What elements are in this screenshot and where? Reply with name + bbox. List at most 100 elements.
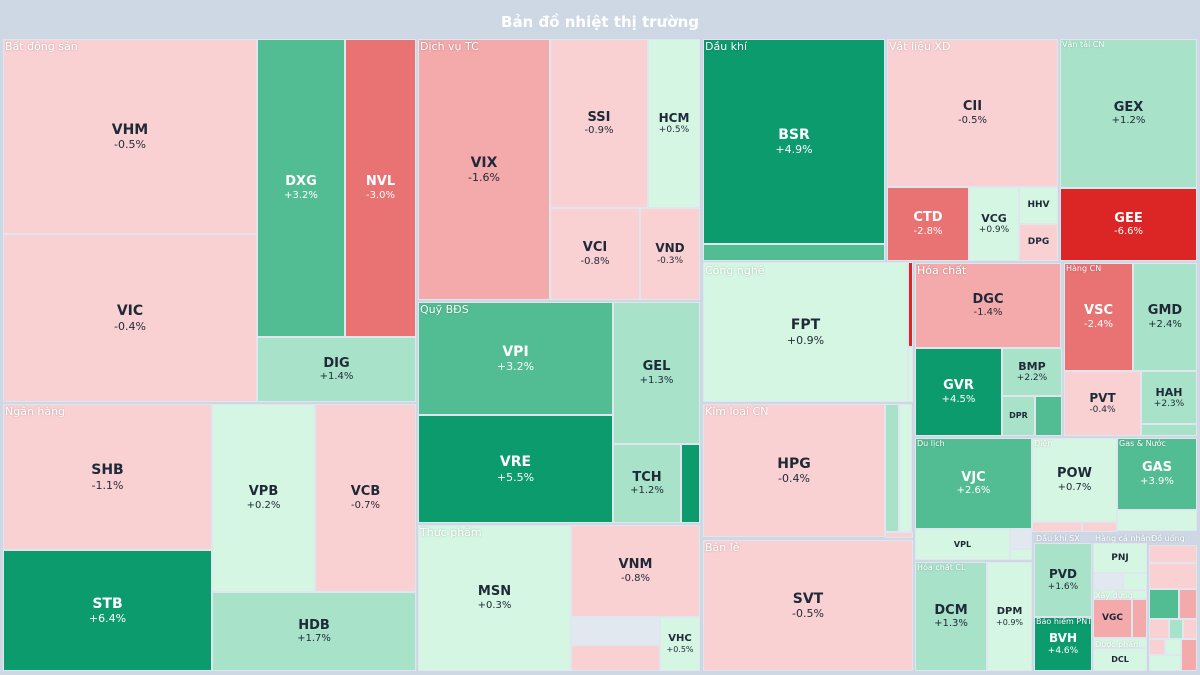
heatmap-cell-minor[interactable]: [1169, 619, 1183, 639]
heatmap-cell-minor[interactable]: [885, 532, 913, 538]
heatmap-cell-stb[interactable]: STB +6.4%: [3, 550, 212, 671]
heatmap-cell-dcm[interactable]: DCM +1.3%: [915, 562, 987, 671]
heatmap-cell-vpl[interactable]: VPL: [915, 529, 1010, 560]
cell-change: +2.4%: [1148, 318, 1182, 330]
cell-symbol: PVT: [1089, 390, 1116, 405]
heatmap-cell-hcm[interactable]: HCM +0.5%: [648, 39, 700, 208]
heatmap-cell-dpm[interactable]: DPM +0.9%: [987, 562, 1032, 671]
heatmap-cell-ssi[interactable]: SSI -0.9%: [550, 39, 648, 208]
heatmap-cell-minor[interactable]: [1123, 573, 1147, 590]
heatmap-cell-bmp[interactable]: BMP +2.2%: [1002, 348, 1062, 396]
cell-change: -0.8%: [580, 255, 610, 267]
heatmap-cell-minor[interactable]: [1149, 545, 1197, 563]
heatmap-cell-vhc[interactable]: VHC +0.5%: [660, 617, 700, 671]
heatmap-cell-vpi[interactable]: VPI +3.2%: [418, 302, 613, 415]
heatmap-cell-gel[interactable]: GEL +1.3%: [613, 302, 700, 444]
heatmap-cell-vpb[interactable]: VPB +0.2%: [212, 404, 315, 592]
heatmap-cell-dpr[interactable]: DPR: [1002, 396, 1035, 436]
heatmap-cell-msn[interactable]: MSN +0.3%: [418, 525, 571, 671]
cell-change: -6.6%: [1113, 226, 1143, 238]
heatmap-cell-minor[interactable]: [1093, 590, 1118, 599]
heatmap-cell-minor[interactable]: [1183, 619, 1197, 639]
heatmap-cell-vjc[interactable]: VJC +2.6%: [915, 438, 1032, 529]
heatmap-cell-bvh[interactable]: BVH +4.6%: [1034, 617, 1092, 671]
heatmap-cell-pnj[interactable]: PNJ: [1093, 543, 1147, 573]
heatmap-cell-svt[interactable]: SVT -0.5%: [703, 540, 913, 671]
heatmap-cell-gex[interactable]: GEX +1.2%: [1060, 39, 1197, 188]
heatmap-cell-minor[interactable]: [1093, 573, 1123, 590]
heatmap-cell-minor[interactable]: [899, 404, 912, 532]
heatmap-cell-minor[interactable]: [1149, 589, 1179, 619]
cell-change: +2.6%: [956, 485, 991, 497]
heatmap-cell-bsr[interactable]: BSR +4.9%: [703, 39, 885, 244]
heatmap-cell-minor[interactable]: [1181, 639, 1197, 671]
heatmap-cell-minor[interactable]: [1179, 589, 1197, 619]
cell-symbol: DPG: [1027, 237, 1050, 248]
heatmap-cell-dxg[interactable]: DXG +3.2%: [257, 39, 345, 337]
heatmap-cell-dgc[interactable]: DGC -1.4%: [915, 263, 1061, 348]
heatmap-cell-minor[interactable]: [1132, 599, 1147, 638]
heatmap-cell-minor[interactable]: [1082, 522, 1117, 532]
heatmap-cell-minor[interactable]: [571, 617, 660, 645]
heatmap-cell-vgc[interactable]: VGC: [1093, 599, 1132, 638]
page-title: Bản đồ nhiệt thị trường: [0, 0, 1200, 38]
heatmap-cell-gas[interactable]: GAS +3.9%: [1117, 438, 1197, 510]
heatmap-cell-hah[interactable]: HAH +2.3%: [1141, 371, 1197, 424]
heatmap-cell-minor[interactable]: [1093, 638, 1147, 648]
heatmap-cell-minor[interactable]: [1118, 590, 1147, 599]
heatmap-cell-minor[interactable]: [1010, 549, 1032, 560]
heatmap-cell-dcl[interactable]: DCL: [1093, 648, 1147, 671]
heatmap-cell-minor[interactable]: [1149, 639, 1165, 655]
heatmap-cell-cii[interactable]: CII -0.5%: [887, 39, 1058, 187]
heatmap-cell-pvt[interactable]: PVT -0.4%: [1064, 371, 1141, 436]
cell-symbol: GEX: [1113, 99, 1144, 115]
heatmap-cell-minor[interactable]: [1032, 522, 1082, 532]
heatmap-cell-dpg[interactable]: DPG: [1019, 224, 1058, 261]
heatmap-cell-vix[interactable]: VIX -1.6%: [418, 39, 550, 300]
heatmap-cell-vic[interactable]: VIC -0.4%: [3, 234, 257, 402]
heatmap-cell-minor[interactable]: [885, 404, 899, 532]
cell-symbol: VCG: [981, 212, 1007, 225]
heatmap-cell-minor[interactable]: [681, 444, 700, 523]
heatmap-cell-nvl[interactable]: NVL -3.0%: [345, 39, 416, 337]
cell-change: +0.5%: [658, 125, 690, 136]
heatmap-cell-minor[interactable]: [1149, 563, 1197, 589]
heatmap-cell-minor[interactable]: [1117, 510, 1197, 531]
heatmap-cell-minor[interactable]: [908, 262, 913, 347]
heatmap-cell-gmd[interactable]: GMD +2.4%: [1133, 263, 1197, 371]
heatmap-cell-vcb[interactable]: VCB -0.7%: [315, 404, 416, 592]
heatmap-cell-dig[interactable]: DIG +1.4%: [257, 337, 416, 402]
cell-symbol: VJC: [961, 469, 986, 485]
heatmap-cell-minor[interactable]: [1035, 396, 1062, 436]
heatmap-cell-ctd[interactable]: CTD -2.8%: [887, 187, 969, 261]
heatmap-cell-vcg[interactable]: VCG +0.9%: [969, 187, 1019, 261]
heatmap-cell-minor[interactable]: [571, 645, 660, 671]
cell-change: +0.7%: [1057, 481, 1092, 493]
heatmap-cell-minor[interactable]: [703, 244, 885, 261]
heatmap-cell-vhm[interactable]: VHM -0.5%: [3, 39, 257, 234]
heatmap-cell-gvr[interactable]: GVR +4.5%: [915, 348, 1002, 436]
heatmap-cell-pvd[interactable]: PVD +1.6%: [1034, 543, 1092, 617]
heatmap-cell-minor[interactable]: [1141, 424, 1197, 436]
heatmap-cell-minor[interactable]: [1165, 639, 1181, 655]
heatmap-cell-minor[interactable]: [1149, 619, 1169, 639]
heatmap-cell-vci[interactable]: VCI -0.8%: [550, 208, 640, 300]
heatmap-cell-vnd[interactable]: VND -0.3%: [640, 208, 700, 300]
heatmap-cell-vre[interactable]: VRE +5.5%: [418, 415, 613, 523]
cell-symbol: GEL: [642, 359, 671, 375]
heatmap-cell-minor[interactable]: [1010, 529, 1032, 549]
cell-symbol: GAS: [1141, 460, 1173, 476]
heatmap-cell-hhv[interactable]: HHV: [1019, 187, 1058, 224]
heatmap-cell-vnm[interactable]: VNM -0.8%: [571, 525, 700, 617]
heatmap-cell-hpg[interactable]: HPG -0.4%: [703, 404, 885, 537]
cell-symbol: VRE: [499, 454, 532, 470]
heatmap-cell-pow[interactable]: POW +0.7%: [1032, 438, 1117, 522]
heatmap-cell-fpt[interactable]: FPT +0.9%: [703, 262, 908, 402]
heatmap-cell-gee[interactable]: GEE -6.6%: [1060, 188, 1197, 261]
heatmap-cell-shb[interactable]: SHB -1.1%: [3, 404, 212, 550]
heatmap-cell-hdb[interactable]: HDB +1.7%: [212, 592, 416, 671]
heatmap-cell-vsc[interactable]: VSC -2.4%: [1064, 263, 1133, 371]
heatmap-cell-tch[interactable]: TCH +1.2%: [613, 444, 681, 523]
heatmap-cell-minor[interactable]: [1149, 655, 1181, 671]
heatmap-cell-minor[interactable]: [908, 347, 913, 402]
